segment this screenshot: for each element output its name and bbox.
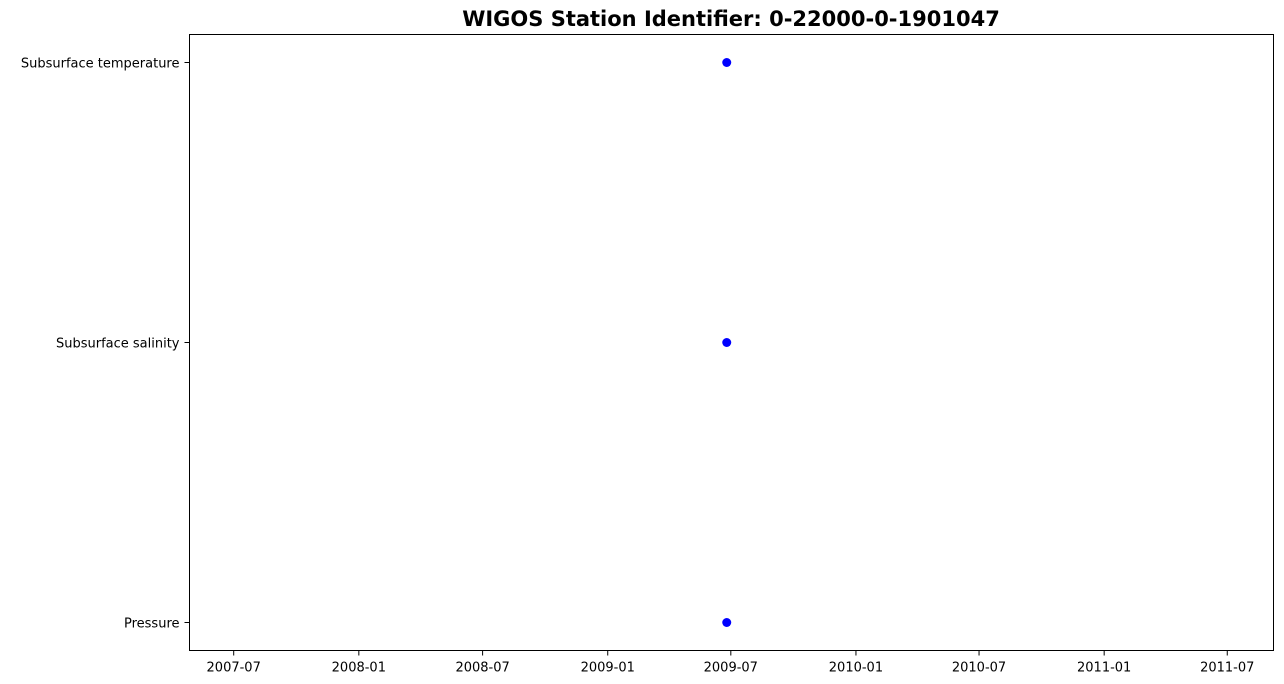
- x-tick-label: 2010-07: [952, 661, 1006, 676]
- x-tick-label: 2008-01: [332, 661, 386, 676]
- x-tick-label: 2010-01: [829, 661, 883, 676]
- x-tick-label: 2011-01: [1077, 661, 1131, 676]
- chart-title: WIGOS Station Identifier: 0-22000-0-1901…: [462, 7, 1000, 31]
- data-point: [722, 58, 732, 67]
- y-tick-label: Pressure: [124, 617, 180, 632]
- x-tick-label: 2009-07: [704, 661, 758, 676]
- x-tick-label: 2009-01: [581, 661, 635, 676]
- plot-frame: [189, 34, 1274, 651]
- y-tick-label: Subsurface temperature: [21, 57, 180, 72]
- x-tick-label: 2007-07: [207, 661, 261, 676]
- data-point: [722, 618, 732, 627]
- plot-area: [722, 58, 732, 627]
- y-axis: Pressure Subsurface salinity Subsurface te…: [21, 57, 190, 632]
- y-tick-label: Subsurface salinity: [56, 337, 180, 352]
- data-point: [722, 338, 732, 347]
- x-axis: 2007-07 2008-01 2008-07 2009-01 2009-07 2010-…: [207, 650, 1254, 676]
- x-tick-label: 2008-07: [455, 661, 509, 676]
- x-tick-label: 2011-07: [1200, 661, 1254, 676]
